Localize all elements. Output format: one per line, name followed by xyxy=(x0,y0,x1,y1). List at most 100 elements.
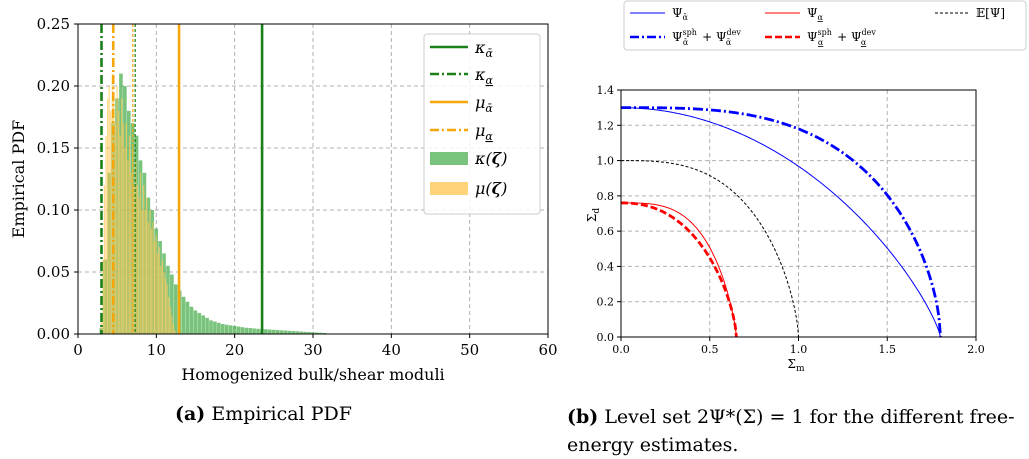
mu-hist-bar xyxy=(102,259,104,334)
expectation-curve xyxy=(621,160,799,337)
kappa-hist-bar xyxy=(236,326,241,334)
panel-a-xlabel: Homogenized bulk/shear moduli xyxy=(181,365,444,384)
kappa-hist-bar xyxy=(142,172,147,334)
kappa-hist-bar xyxy=(279,330,284,334)
mu-hist-bar xyxy=(161,259,164,334)
mu-hist-bar xyxy=(144,210,146,334)
panel-a-ytick-label: 0.20 xyxy=(37,77,70,95)
mu-hist-bar xyxy=(110,110,112,334)
caption-a-text: Empirical PDF xyxy=(211,403,352,425)
kappa-hist-bar xyxy=(209,320,213,334)
kappa-hist-bar xyxy=(224,324,229,334)
panel-b-ticks: 0.0 0.5 1.0 1.5 2.0 0.0 0.2 0.4 0.6 0.8 1.0 1.2 1.4 xyxy=(597,84,985,356)
kappa-hist-bar xyxy=(150,210,155,334)
mu-hist-bar xyxy=(141,210,143,334)
mu-hist-bar xyxy=(158,247,160,334)
mu-hist-bar xyxy=(160,265,162,334)
panel-b-xlabel: Σm xyxy=(787,357,804,374)
kappa-hist-bar xyxy=(311,332,315,334)
kappa-hist-bar xyxy=(299,331,303,334)
mu-hist-bar xyxy=(152,222,154,334)
mu-hist-bar xyxy=(128,135,131,334)
mu-hist-bar xyxy=(149,210,151,334)
panel-a-xtick-label: 50 xyxy=(460,341,479,359)
kappa-hist-bar xyxy=(283,330,288,334)
panel-b-xtick-label: 0.5 xyxy=(701,343,719,356)
panel-b-xtick-label: 1.5 xyxy=(879,343,897,356)
panel-b-curves xyxy=(621,106,942,337)
mu-hist-bar xyxy=(116,86,118,334)
kappa-hist-bar xyxy=(185,301,190,334)
legend-expectation-label: 𝔼[Ψ] xyxy=(976,6,1005,20)
mu-hist-bar xyxy=(169,306,171,334)
panel-b-ytick-label: 1.4 xyxy=(597,84,615,97)
psi-lower-split-curve xyxy=(621,201,738,337)
mu-hist-bar xyxy=(133,185,135,334)
mu-hist-bar xyxy=(146,197,148,334)
kappa-hist-bar xyxy=(303,331,307,334)
panel-a-ytick-label: 0.05 xyxy=(37,263,70,281)
mu-hist-bar xyxy=(135,160,137,334)
panel-b-legend: Ψᾱ Ψsph ᾱ + Ψdev ᾱ Ψα Ψsph α + Ψdev α 𝔼[Ψ] xyxy=(623,0,1027,51)
kappa-hist-bar xyxy=(295,331,299,334)
panel-a-xtick-label: 60 xyxy=(538,341,557,359)
panel-a-legend: κᾱ κα μᾱ μα κ(ζ) μ(ζ) xyxy=(423,33,541,215)
kappa-hist-bar xyxy=(314,332,319,334)
kappa-hist-bar xyxy=(158,241,162,334)
panel-b-ytick-label: 0.2 xyxy=(597,296,615,309)
mu-hist-bar xyxy=(172,324,175,334)
panel-a-xtick-label: 30 xyxy=(303,341,322,359)
kappa-hist-bar xyxy=(197,312,202,334)
psi-lower-curve xyxy=(621,202,737,337)
legend-mu-hist-swatch xyxy=(430,182,468,195)
panel-b: 0.0 0.5 1.0 1.5 2.00.00.20.40.60.81.01.21.4 … xyxy=(585,0,1027,374)
kappa-hist-bar xyxy=(193,310,198,334)
mu-hist-bar xyxy=(121,98,123,334)
panel-b-ytick-label: 0.8 xyxy=(597,190,615,203)
mu-hist-bar xyxy=(147,222,149,334)
panel-b-legend-box xyxy=(623,0,1027,51)
kappa-hist-bar xyxy=(189,306,194,334)
panel-a-ytick-label: 0.25 xyxy=(37,15,70,33)
kappa-hist-bar xyxy=(170,274,174,334)
kappa-hist-bar xyxy=(271,329,276,334)
mu-hist-bar xyxy=(127,160,129,334)
mu-hist-bar xyxy=(155,234,157,334)
caption-a-tag: (a) xyxy=(175,403,206,425)
panel-a-vlines xyxy=(100,24,264,334)
kappa-hist-bar xyxy=(228,325,233,334)
mu-hist-bar xyxy=(143,185,145,334)
legend-kappa-hist-swatch xyxy=(430,152,468,165)
mu-hist-bar xyxy=(171,315,173,334)
mu-hist-bar xyxy=(138,197,140,334)
panel-b-ytick-label: 1.0 xyxy=(597,155,615,168)
kappa-hist-bar xyxy=(275,330,280,334)
kappa-hist-bar xyxy=(318,332,323,334)
kappa-hist-bar xyxy=(256,328,260,334)
kappa-hist-bar xyxy=(220,324,225,334)
mu-hist-bar xyxy=(150,228,153,334)
mu-hist-bar xyxy=(157,253,159,334)
kappa-hist-bar xyxy=(181,296,186,334)
mu-hist-bar xyxy=(108,86,110,334)
mu-hist-bar xyxy=(103,185,106,334)
kappa-hist-bar xyxy=(205,317,209,334)
mu-hist-bar xyxy=(136,185,139,334)
mu-hist-bar xyxy=(117,110,120,334)
psi-upper-curve xyxy=(621,107,941,337)
mu-hist-bar xyxy=(122,123,124,334)
panel-b-grid xyxy=(621,90,976,337)
psi-upper-split-curve xyxy=(621,106,942,337)
kappa-hist-bar xyxy=(287,330,292,334)
panel-a-legend-box xyxy=(423,33,541,215)
caption-a: (a) Empirical PDF xyxy=(175,403,352,425)
mu-hist-bar xyxy=(114,123,117,334)
mu-hist-bar xyxy=(106,98,109,334)
panel-a-xtick-label: 20 xyxy=(225,341,244,359)
kappa-hist-bar xyxy=(248,328,252,334)
panel-a-ytick-label: 0.00 xyxy=(37,325,70,343)
mu-hist-bar xyxy=(100,321,102,334)
panel-a-xtick-label: 10 xyxy=(147,341,166,359)
caption-b: (b) Level set 2Ψ*(Σ) = 1 for the differe… xyxy=(567,403,1027,459)
